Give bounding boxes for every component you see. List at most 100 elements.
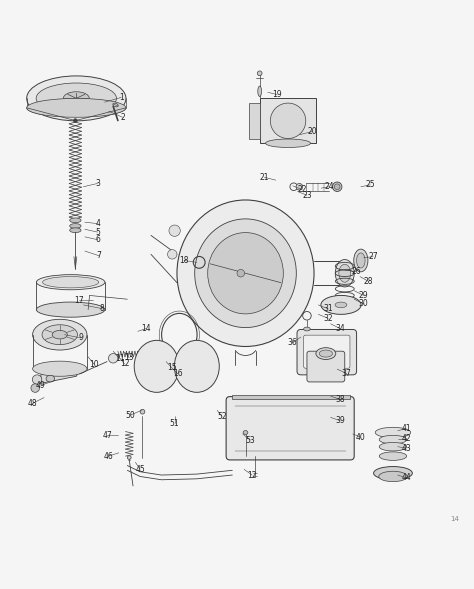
Text: 14: 14: [450, 517, 459, 522]
Text: 29: 29: [359, 291, 368, 300]
Text: 12: 12: [120, 359, 129, 369]
Text: 34: 34: [335, 324, 345, 333]
Ellipse shape: [335, 302, 347, 307]
Ellipse shape: [339, 264, 351, 282]
Text: 37: 37: [342, 369, 352, 378]
Ellipse shape: [27, 98, 126, 117]
Text: 24: 24: [324, 182, 334, 191]
Text: 8: 8: [100, 304, 105, 313]
Text: 16: 16: [173, 369, 183, 378]
Ellipse shape: [36, 274, 105, 290]
Ellipse shape: [70, 228, 81, 233]
Polygon shape: [41, 367, 80, 383]
Text: 53: 53: [246, 435, 255, 445]
Ellipse shape: [321, 296, 361, 315]
Text: 39: 39: [335, 416, 345, 425]
Ellipse shape: [46, 375, 55, 382]
Bar: [249, 103, 260, 138]
Ellipse shape: [140, 409, 145, 414]
Ellipse shape: [335, 260, 354, 287]
Ellipse shape: [177, 200, 314, 346]
Text: 51: 51: [170, 419, 180, 428]
Bar: [260, 98, 317, 143]
Text: 13: 13: [125, 353, 134, 362]
Ellipse shape: [33, 319, 87, 350]
Text: 7: 7: [97, 252, 101, 260]
Text: 15: 15: [167, 363, 177, 372]
Circle shape: [169, 225, 180, 236]
Text: 25: 25: [365, 180, 375, 189]
Ellipse shape: [36, 83, 117, 114]
Circle shape: [31, 384, 39, 392]
Text: 2: 2: [120, 112, 125, 122]
Text: 44: 44: [401, 474, 411, 482]
Text: 41: 41: [401, 424, 411, 434]
Ellipse shape: [304, 327, 310, 331]
Text: 17: 17: [74, 296, 83, 305]
Ellipse shape: [356, 253, 365, 268]
Ellipse shape: [354, 249, 368, 272]
Text: 6: 6: [95, 235, 100, 244]
Text: 27: 27: [368, 252, 378, 261]
FancyBboxPatch shape: [226, 396, 354, 460]
Ellipse shape: [70, 218, 81, 223]
Text: 9: 9: [79, 333, 83, 342]
Text: 20: 20: [308, 127, 318, 136]
Ellipse shape: [319, 350, 332, 357]
Text: 23: 23: [302, 191, 312, 200]
FancyBboxPatch shape: [304, 335, 350, 368]
Ellipse shape: [36, 302, 105, 317]
Ellipse shape: [134, 340, 179, 392]
Ellipse shape: [109, 353, 118, 363]
Text: 31: 31: [323, 304, 333, 313]
Bar: [232, 395, 350, 399]
Ellipse shape: [128, 456, 131, 459]
Text: 21: 21: [260, 173, 269, 182]
Text: 40: 40: [356, 433, 366, 442]
Circle shape: [167, 250, 177, 259]
Ellipse shape: [43, 277, 99, 288]
Ellipse shape: [316, 348, 336, 359]
Ellipse shape: [258, 86, 262, 97]
Text: 10: 10: [90, 360, 99, 369]
Ellipse shape: [52, 330, 67, 339]
Text: 5: 5: [95, 227, 100, 237]
Circle shape: [32, 375, 42, 384]
Text: 46: 46: [104, 452, 113, 461]
Text: 18: 18: [179, 256, 189, 265]
Ellipse shape: [33, 361, 87, 376]
Text: 52: 52: [217, 412, 227, 421]
Text: 36: 36: [288, 338, 298, 347]
Text: 50: 50: [126, 411, 136, 419]
Text: 48: 48: [28, 399, 37, 408]
Text: 19: 19: [273, 90, 282, 99]
Text: 30: 30: [359, 299, 368, 309]
Text: 12: 12: [247, 471, 257, 479]
Ellipse shape: [270, 103, 306, 138]
Text: 11: 11: [115, 354, 125, 363]
Text: 43: 43: [401, 444, 411, 452]
Ellipse shape: [208, 233, 283, 314]
Ellipse shape: [334, 184, 340, 190]
Ellipse shape: [375, 427, 410, 438]
Ellipse shape: [151, 349, 155, 353]
Text: 49: 49: [36, 380, 46, 390]
Ellipse shape: [174, 340, 219, 392]
Text: 42: 42: [401, 434, 411, 443]
Ellipse shape: [243, 431, 248, 435]
Text: 45: 45: [135, 465, 145, 474]
Ellipse shape: [379, 442, 407, 451]
Ellipse shape: [27, 76, 126, 121]
Ellipse shape: [265, 139, 310, 147]
Ellipse shape: [296, 183, 303, 190]
Ellipse shape: [379, 471, 407, 482]
Ellipse shape: [379, 452, 407, 461]
Text: 32: 32: [323, 313, 333, 323]
Ellipse shape: [70, 224, 81, 229]
Circle shape: [237, 269, 245, 277]
Ellipse shape: [42, 325, 77, 345]
Circle shape: [145, 350, 152, 358]
Text: 1: 1: [119, 93, 124, 102]
Text: 47: 47: [102, 431, 112, 440]
Ellipse shape: [374, 466, 412, 480]
